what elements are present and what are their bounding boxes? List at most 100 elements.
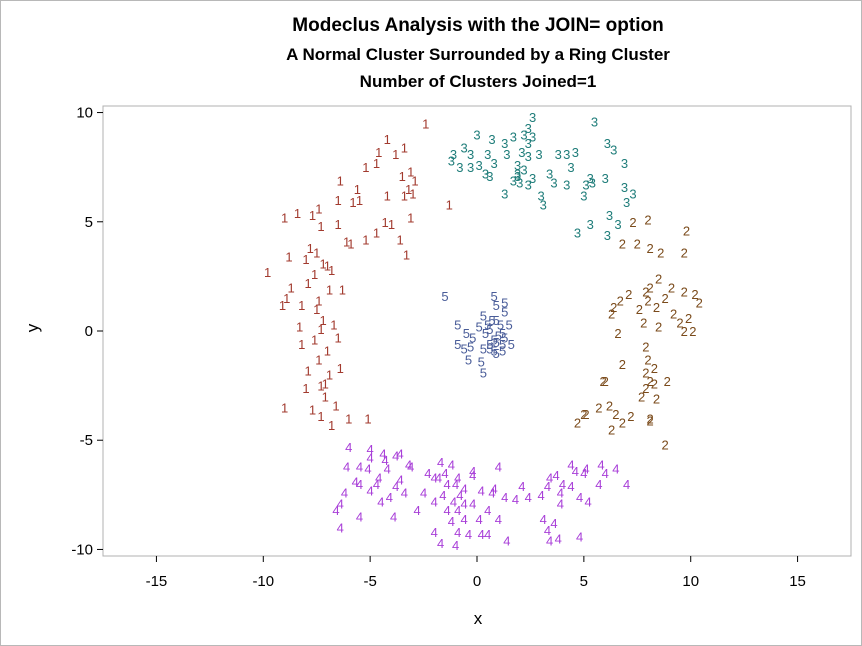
point-cluster-1: 1 [373,226,380,241]
point-cluster-3: 3 [488,132,495,147]
point-cluster-4: 4 [420,486,427,501]
point-cluster-1: 1 [364,411,371,426]
point-cluster-4: 4 [381,453,388,468]
y-axis-label: y [23,323,42,332]
point-cluster-4: 4 [518,479,525,494]
point-cluster-3: 3 [525,149,532,164]
point-cluster-3: 3 [486,169,493,184]
point-cluster-4: 4 [356,510,363,525]
point-cluster-4: 4 [476,512,483,527]
point-cluster-4: 4 [597,457,604,472]
point-cluster-5: 5 [501,304,508,319]
point-cluster-3: 3 [473,127,480,142]
point-cluster-1: 1 [298,337,305,352]
point-cluster-1: 1 [296,320,303,335]
point-cluster-2: 2 [619,416,626,431]
point-cluster-4: 4 [512,492,519,507]
point-cluster-1: 1 [446,197,453,212]
point-cluster-5: 5 [484,317,491,332]
point-cluster-1: 1 [264,265,271,280]
point-cluster-1: 1 [330,317,337,332]
point-cluster-2: 2 [681,285,688,300]
point-cluster-3: 3 [582,178,589,193]
point-cluster-4: 4 [461,512,468,527]
x-tick-label: 15 [789,573,806,590]
point-cluster-2: 2 [619,357,626,372]
x-tick-label: 0 [473,573,481,590]
point-cluster-4: 4 [602,466,609,481]
point-cluster-4: 4 [341,486,348,501]
point-cluster-4: 4 [465,527,472,542]
point-cluster-3: 3 [490,156,497,171]
point-cluster-2: 2 [640,315,647,330]
point-cluster-1: 1 [322,376,329,391]
point-cluster-4: 4 [377,494,384,509]
point-cluster-2: 2 [574,416,581,431]
point-cluster-1: 1 [356,193,363,208]
point-cluster-4: 4 [525,490,532,505]
plot-area [102,105,852,557]
point-cluster-2: 2 [651,361,658,376]
point-cluster-5: 5 [505,317,512,332]
point-cluster-4: 4 [576,490,583,505]
point-cluster-4: 4 [367,483,374,498]
point-cluster-1: 1 [407,165,414,180]
point-cluster-4: 4 [567,457,574,472]
point-cluster-2: 2 [612,407,619,422]
point-cluster-4: 4 [386,490,393,505]
point-cluster-1: 1 [309,403,316,418]
point-cluster-4: 4 [557,486,564,501]
point-cluster-1: 1 [307,241,314,256]
point-cluster-4: 4 [443,477,450,492]
point-cluster-4: 4 [585,494,592,509]
point-cluster-1: 1 [328,418,335,433]
point-cluster-5: 5 [495,328,502,343]
point-cluster-3: 3 [537,189,544,204]
point-cluster-5: 5 [480,309,487,324]
point-cluster-1: 1 [401,141,408,156]
point-cluster-4: 4 [537,488,544,503]
point-cluster-4: 4 [454,470,461,485]
point-cluster-1: 1 [317,219,324,234]
point-cluster-3: 3 [604,228,611,243]
point-cluster-4: 4 [550,516,557,531]
point-cluster-4: 4 [546,470,553,485]
y-tick-label: -10 [71,541,93,558]
point-cluster-1: 1 [347,237,354,252]
point-cluster-2: 2 [651,376,658,391]
point-cluster-1: 1 [422,116,429,131]
point-cluster-1: 1 [403,248,410,263]
point-cluster-5: 5 [478,355,485,370]
point-cluster-2: 2 [655,320,662,335]
point-cluster-4: 4 [595,477,602,492]
point-cluster-3: 3 [614,217,621,232]
point-cluster-1: 1 [337,173,344,188]
point-cluster-3: 3 [514,167,521,182]
point-cluster-3: 3 [484,147,491,162]
point-cluster-1: 1 [315,202,322,217]
point-cluster-4: 4 [396,446,403,461]
chart-subtitle-2: Number of Clusters Joined=1 [360,72,597,91]
point-cluster-5: 5 [493,298,500,313]
point-cluster-3: 3 [510,173,517,188]
point-cluster-4: 4 [435,470,442,485]
point-cluster-1: 1 [375,145,382,160]
point-cluster-3: 3 [591,114,598,129]
point-cluster-2: 2 [642,285,649,300]
point-cluster-3: 3 [520,127,527,142]
point-cluster-4: 4 [544,523,551,538]
point-cluster-3: 3 [476,158,483,173]
point-cluster-3: 3 [621,156,628,171]
point-cluster-1: 1 [311,267,318,282]
point-cluster-1: 1 [409,186,416,201]
x-tick-label: -5 [363,573,376,590]
point-cluster-5: 5 [490,344,497,359]
point-cluster-2: 2 [617,293,624,308]
point-cluster-2: 2 [646,241,653,256]
point-cluster-5: 5 [480,341,487,356]
point-cluster-4: 4 [343,459,350,474]
point-cluster-3: 3 [510,130,517,145]
point-cluster-4: 4 [488,486,495,501]
point-cluster-4: 4 [546,534,553,549]
